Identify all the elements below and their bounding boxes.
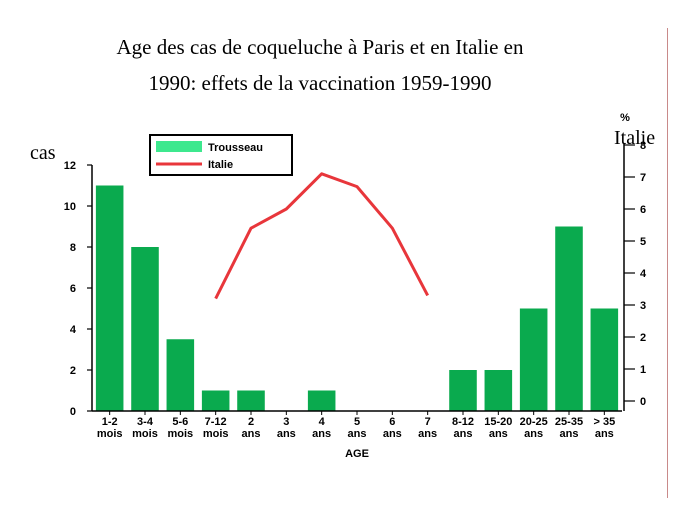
bar-trousseau-2 xyxy=(166,339,195,411)
x-tick-label-3-top: 7-12 xyxy=(205,416,227,428)
chart-title-line-1: Age des cas de coqueluche à Paris et en … xyxy=(116,35,524,59)
x-tick-label-10-top: 8-12 xyxy=(452,416,474,428)
y2-tick-label-3: 3 xyxy=(640,300,646,312)
x-tick-label-10-bottom: ans xyxy=(454,428,473,440)
bar-trousseau-4 xyxy=(237,390,265,411)
y-tick-label-4: 4 xyxy=(70,324,77,336)
x-tick-label-4-bottom: ans xyxy=(242,428,261,440)
x-tick-label-8-bottom: ans xyxy=(383,428,402,440)
x-tick-label-14-bottom: ans xyxy=(595,428,614,440)
y-tick-label-0: 0 xyxy=(70,406,76,418)
x-tick-label-5-bottom: ans xyxy=(277,428,296,440)
x-tick-label-1-bottom: mois xyxy=(132,428,158,440)
x-axis-title: AGE xyxy=(345,448,369,460)
y2-tick-label-5: 5 xyxy=(640,236,646,248)
y-tick-label-12: 12 xyxy=(64,160,76,172)
x-tick-label-14-top: > 35 xyxy=(593,416,615,428)
y-tick-label-8: 8 xyxy=(70,242,76,254)
y-tick-label-2: 2 xyxy=(70,365,76,377)
x-tick-label-6-top: 4 xyxy=(319,416,326,428)
chart-title-line-2: 1990: effets de la vaccination 1959-1990 xyxy=(148,71,492,95)
x-tick-label-13-bottom: ans xyxy=(560,428,579,440)
y-tick-label-6: 6 xyxy=(70,283,76,295)
x-tick-label-8-top: 6 xyxy=(389,416,395,428)
x-tick-label-12-bottom: ans xyxy=(524,428,543,440)
x-tick-label-5-top: 3 xyxy=(283,416,289,428)
x-tick-label-0-bottom: mois xyxy=(97,428,123,440)
x-tick-label-13-top: 25-35 xyxy=(555,416,583,428)
x-tick-label-2-top: 5-6 xyxy=(172,416,188,428)
bar-trousseau-10 xyxy=(449,370,477,411)
x-tick-label-4-top: 2 xyxy=(248,416,254,428)
x-tick-label-7-top: 5 xyxy=(354,416,360,428)
italie-line-group xyxy=(214,172,429,300)
y2-tick-label-2: 2 xyxy=(640,332,646,344)
y2-tick-label-4: 4 xyxy=(640,268,647,280)
bar-trousseau-3 xyxy=(201,390,230,411)
legend-label-italie: Italie xyxy=(208,159,233,171)
y2-tick-label-6: 6 xyxy=(640,204,646,216)
x-tick-label-1-top: 3-4 xyxy=(137,416,154,428)
y2-tick-label-1: 1 xyxy=(640,364,646,376)
x-tick-label-6-bottom: ans xyxy=(312,428,331,440)
bars-group xyxy=(95,185,619,411)
bar-trousseau-14 xyxy=(590,308,619,411)
x-tick-label-2-bottom: mois xyxy=(167,428,193,440)
y-tick-label-10: 10 xyxy=(64,201,76,213)
line-italie xyxy=(214,172,429,300)
y2-tick-label-7: 7 xyxy=(640,172,646,184)
bar-trousseau-1 xyxy=(131,247,159,411)
bar-trousseau-0 xyxy=(95,185,124,411)
x-tick-label-7-bottom: ans xyxy=(348,428,367,440)
right-divider-line xyxy=(667,28,668,498)
bar-trousseau-12 xyxy=(519,308,548,411)
x-tick-label-11-bottom: ans xyxy=(489,428,508,440)
x-tick-label-11-top: 15-20 xyxy=(484,416,512,428)
left-axis-label: cas xyxy=(30,142,56,164)
x-tick-label-0-top: 1-2 xyxy=(102,416,118,428)
x-tick-labels: 1-2mois3-4mois5-6mois7-12mois2ans3ans4an… xyxy=(97,411,615,440)
legend-label-trousseau: Trousseau xyxy=(208,142,263,154)
legend-swatch-trousseau xyxy=(156,141,202,152)
x-tick-label-9-top: 7 xyxy=(425,416,431,428)
x-tick-label-3-bottom: mois xyxy=(203,428,229,440)
right-y-ticks: 0 1 2 3 4 5 6 7 8 xyxy=(624,140,647,408)
legend: Trousseau Italie xyxy=(149,134,293,176)
x-tick-label-12-top: 20-25 xyxy=(520,416,548,428)
bar-trousseau-13 xyxy=(555,226,583,411)
y2-tick-label-8: 8 xyxy=(640,140,646,152)
right-axis-unit: % xyxy=(620,112,630,124)
bar-trousseau-6 xyxy=(307,390,336,411)
left-y-ticks: 0 2 4 6 8 10 12 xyxy=(64,160,92,418)
y2-tick-label-0: 0 xyxy=(640,396,646,408)
bar-trousseau-11 xyxy=(484,370,513,411)
x-tick-label-9-bottom: ans xyxy=(418,428,437,440)
